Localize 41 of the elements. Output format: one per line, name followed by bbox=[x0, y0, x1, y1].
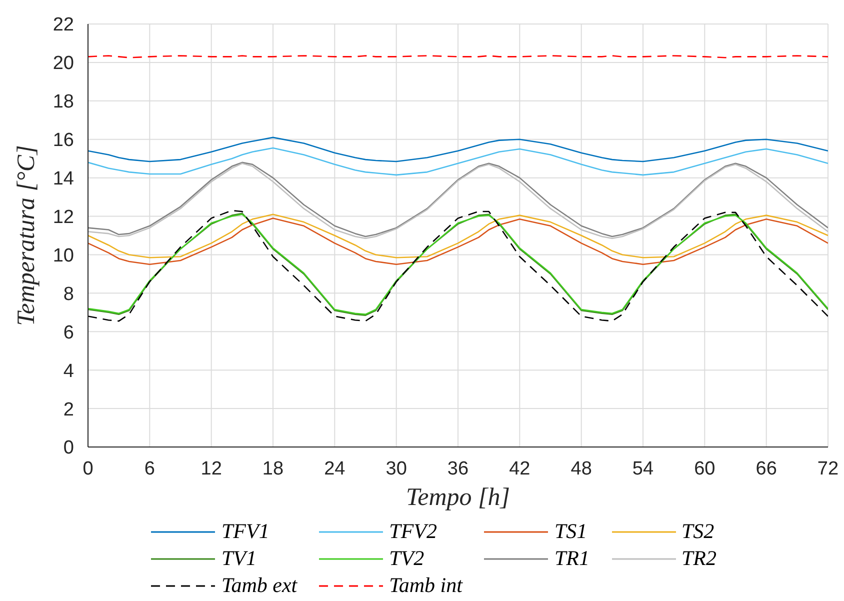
line-series bbox=[88, 218, 828, 265]
y-tick-label: 16 bbox=[52, 130, 74, 152]
y-tick-label: 0 bbox=[63, 438, 74, 459]
x-tick-label: 66 bbox=[756, 458, 777, 480]
line-series bbox=[88, 214, 828, 258]
y-tick-label: 20 bbox=[52, 53, 74, 74]
legend-label: Tamb ext bbox=[221, 573, 298, 598]
legend-label: TR2 bbox=[682, 546, 717, 571]
legend-label: TR1 bbox=[554, 546, 590, 571]
legend-label: TFV2 bbox=[389, 519, 437, 544]
y-tick-label: 12 bbox=[52, 207, 74, 228]
legend-label: Tamb int bbox=[389, 573, 462, 598]
x-tick-label: 60 bbox=[694, 458, 716, 480]
line-series bbox=[88, 136, 828, 162]
x-tick-label: 54 bbox=[632, 458, 654, 480]
x-tick-label: 30 bbox=[386, 458, 407, 480]
y-axis-title: Temperatura [°C] bbox=[13, 145, 40, 326]
x-tick-label: 24 bbox=[324, 458, 346, 480]
x-tick-label: 6 bbox=[144, 458, 155, 480]
x-tick-label: 18 bbox=[262, 458, 284, 480]
legend-label: TV2 bbox=[389, 546, 424, 571]
y-tick-label: 2 bbox=[63, 399, 74, 420]
y-tick-label: 14 bbox=[52, 168, 74, 190]
y-tick-label: 8 bbox=[63, 284, 74, 305]
x-tick-label: 48 bbox=[570, 458, 592, 480]
legend-label: TS1 bbox=[554, 519, 588, 544]
x-tick-label: 12 bbox=[200, 458, 222, 480]
y-tick-label: 22 bbox=[52, 14, 74, 36]
y-tick-label: 6 bbox=[63, 322, 74, 344]
x-axis-title: Tempo [h] bbox=[406, 484, 510, 511]
y-tick-label: 10 bbox=[52, 245, 74, 266]
x-tick-label: 42 bbox=[509, 458, 530, 480]
x-tick-label: 0 bbox=[82, 458, 94, 480]
y-tick-label: 4 bbox=[63, 360, 74, 382]
line-series bbox=[88, 147, 828, 176]
legend-label: TV1 bbox=[221, 546, 256, 571]
y-tick-label: 18 bbox=[52, 92, 74, 113]
legend-label: TFV1 bbox=[221, 519, 270, 544]
x-tick-label: 36 bbox=[447, 458, 469, 480]
legend-label: TS2 bbox=[682, 519, 714, 544]
x-tick-label: 72 bbox=[817, 458, 839, 480]
